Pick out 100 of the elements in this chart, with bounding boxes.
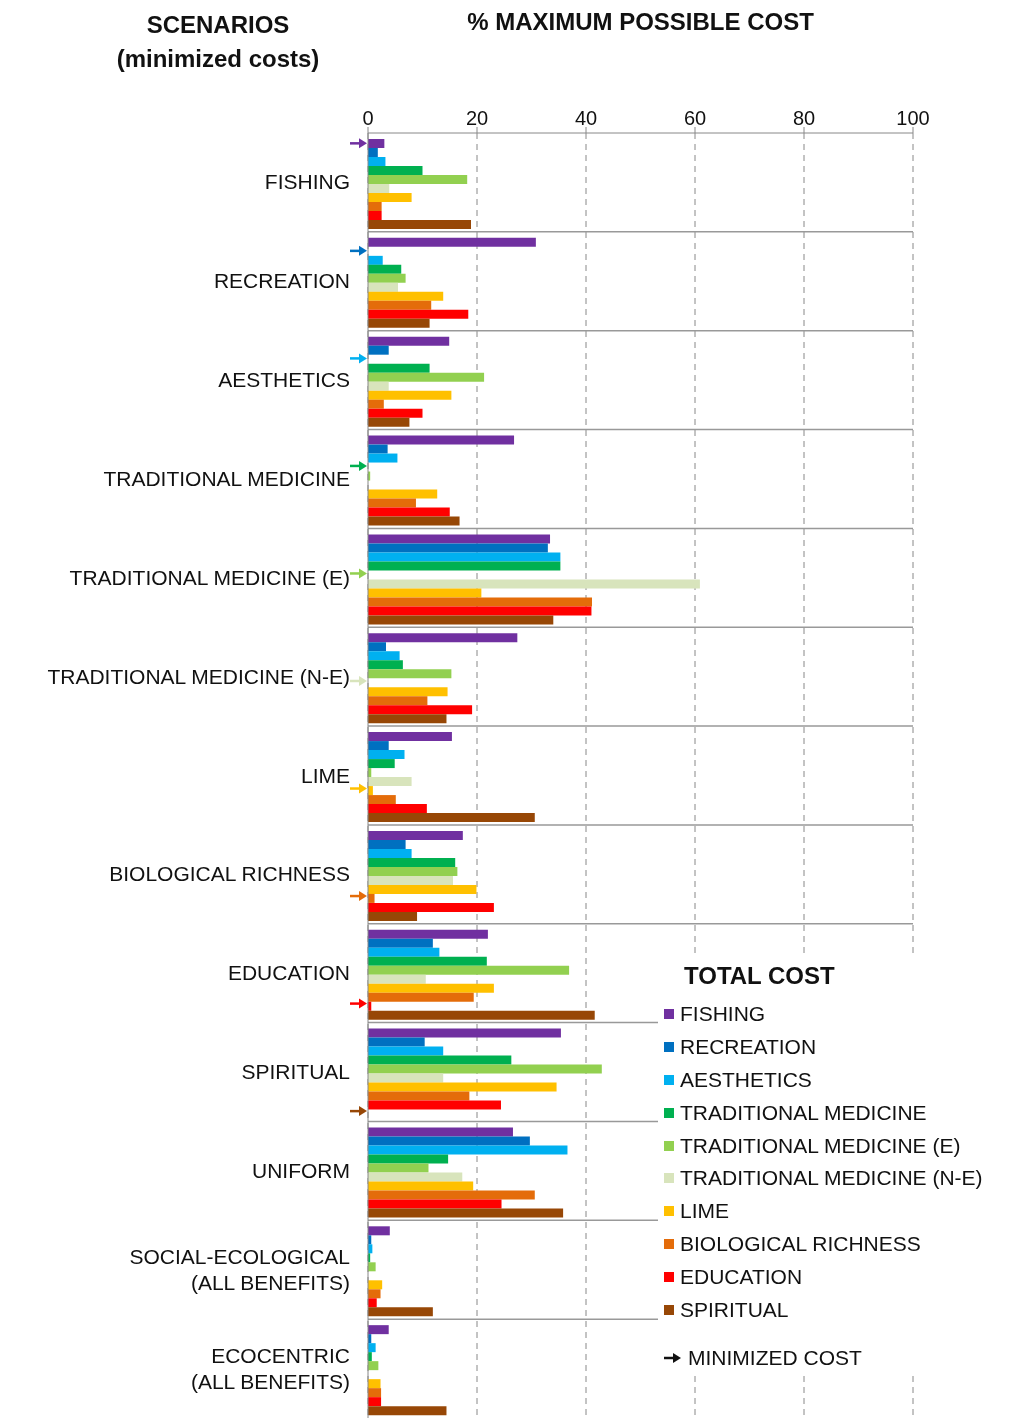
bar — [368, 714, 447, 724]
x-tick-label: 80 — [792, 107, 816, 129]
legend-label: AESTHETICS — [680, 1067, 812, 1092]
bar — [368, 1091, 470, 1101]
bar — [368, 399, 384, 409]
bar — [368, 1037, 425, 1047]
y-tick-label: UNIFORM — [252, 1158, 350, 1182]
bar — [368, 363, 430, 373]
x-tick-label: 40 — [574, 107, 598, 129]
bar — [368, 750, 405, 760]
x-tick-label: 60 — [683, 107, 707, 129]
y-tick-label: EDUCATION — [227, 961, 350, 985]
x-tick-label: 20 — [465, 107, 489, 129]
bar — [368, 318, 430, 328]
bar — [368, 1046, 444, 1056]
bar — [368, 345, 389, 355]
bar — [368, 1172, 463, 1182]
bar — [368, 444, 388, 454]
bar — [368, 1127, 513, 1137]
y-tick-label: TRADITIONAL MEDICINE — [103, 466, 350, 490]
bar — [368, 705, 473, 715]
bar — [368, 902, 494, 912]
bar — [368, 857, 456, 867]
bar — [368, 1073, 444, 1083]
bar — [368, 633, 518, 643]
bar — [368, 148, 378, 157]
x-tick-label: 0 — [362, 107, 374, 129]
legend-label: FISHING — [680, 1002, 766, 1027]
y-tick-label: AESTHETICS — [218, 368, 350, 392]
bar — [368, 974, 426, 984]
bar — [368, 651, 400, 661]
bar — [368, 741, 389, 751]
bar — [368, 804, 427, 814]
bar — [368, 1397, 382, 1407]
bar — [368, 1199, 502, 1209]
bar — [368, 830, 463, 840]
bar — [368, 687, 448, 697]
bar — [368, 561, 561, 571]
bar — [368, 1262, 376, 1272]
bar — [368, 390, 452, 400]
bar — [368, 1343, 376, 1353]
bar — [368, 1226, 390, 1236]
bar — [368, 839, 406, 849]
bar — [368, 848, 412, 858]
legend-label: LIME — [680, 1199, 730, 1224]
bar — [368, 1010, 595, 1020]
bar — [368, 166, 423, 175]
legend-label: TRADITIONAL MEDICINE (E) — [680, 1133, 961, 1158]
bar — [368, 264, 402, 274]
legend-label: TRADITIONAL MEDICINE — [680, 1100, 927, 1125]
y-tick-label: LIME — [300, 763, 350, 787]
bar — [368, 372, 485, 382]
bar — [368, 606, 592, 616]
bar — [368, 291, 444, 301]
bar — [368, 1406, 447, 1416]
legend-label: TRADITIONAL MEDICINE (N-E) — [680, 1166, 983, 1191]
legend-label: EDUCATION — [680, 1264, 803, 1289]
bar — [368, 220, 472, 229]
bar — [368, 1145, 568, 1155]
bar — [368, 795, 396, 805]
y-tick-label: RECREATION — [213, 269, 350, 293]
bar — [368, 1082, 557, 1092]
bar — [368, 983, 494, 993]
bar — [368, 1055, 512, 1065]
bar — [368, 929, 488, 939]
bar — [368, 965, 570, 975]
legend-label: SPIRITUAL — [680, 1297, 789, 1322]
bar — [368, 273, 406, 283]
y-tick-label: BIOLOGICAL RICHNESS — [109, 862, 350, 886]
bar — [368, 813, 535, 823]
x-axis-title: % MAXIMUM POSSIBLE COST — [466, 8, 815, 36]
bar — [368, 1280, 383, 1290]
bar — [368, 732, 452, 742]
bar — [368, 875, 454, 885]
bar — [368, 381, 389, 391]
y-tick-label: SOCIAL-ECOLOGICAL (ALL BENEFITS) — [129, 1244, 350, 1294]
bar — [368, 696, 428, 706]
bar — [368, 1388, 382, 1398]
x-tick-label: 100 — [896, 107, 930, 129]
bar — [368, 453, 398, 463]
bar — [368, 175, 468, 184]
bar — [368, 938, 433, 948]
bar — [368, 956, 487, 966]
bar — [368, 866, 458, 876]
bar — [368, 552, 561, 562]
bar — [368, 1289, 381, 1299]
bar — [368, 1163, 429, 1173]
bar — [368, 237, 536, 247]
bar — [368, 660, 403, 670]
bar — [368, 300, 432, 310]
bar — [368, 579, 700, 589]
y-tick-label: ECOCENTRIC (ALL BENEFITS) — [190, 1343, 350, 1393]
y-tick-label: FISHING — [264, 170, 350, 194]
bar — [368, 417, 410, 427]
bar — [368, 1064, 602, 1074]
bar — [368, 408, 423, 418]
bar — [368, 184, 390, 193]
annotation: MINIMIZED COST — [688, 1345, 862, 1370]
bar — [368, 255, 383, 265]
bar — [368, 157, 386, 166]
